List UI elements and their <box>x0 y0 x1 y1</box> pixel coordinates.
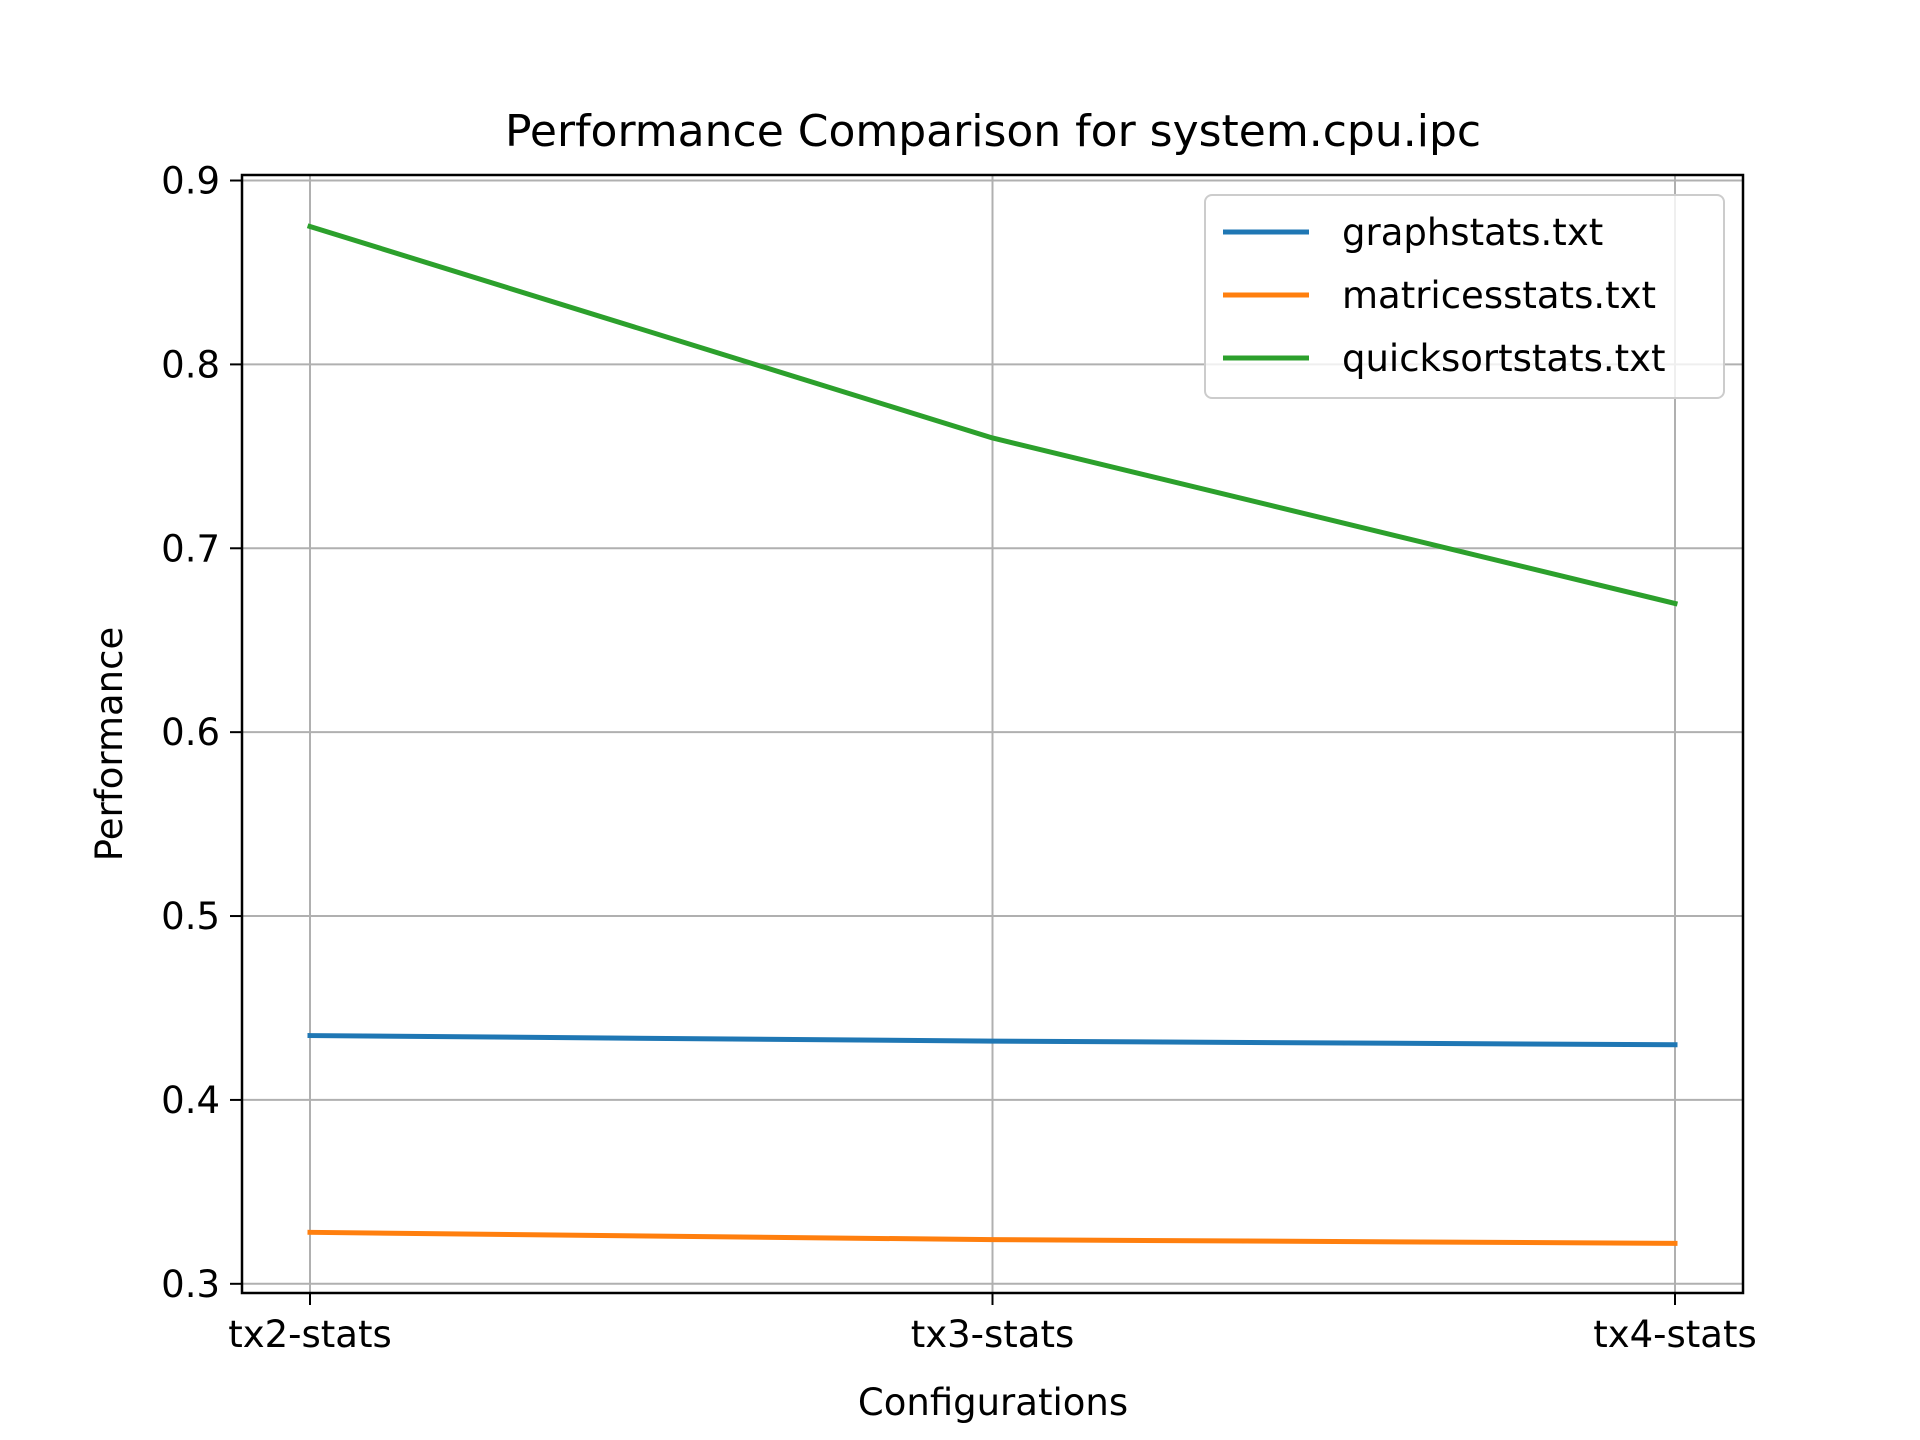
legend-box <box>1204 194 1725 399</box>
y-tick-label: 0.9 <box>161 160 220 203</box>
chart-title: Performance Comparison for system.cpu.ip… <box>505 106 1481 157</box>
y-tick-label: 0.8 <box>161 343 220 386</box>
y-axis-label: Performance <box>88 627 131 861</box>
x-axis-label: Configurations <box>858 1381 1128 1424</box>
y-tick-label: 0.7 <box>161 527 220 570</box>
legend-label: quicksortstats.txt <box>1342 337 1666 380</box>
y-tick-label: 0.4 <box>161 1079 220 1122</box>
y-tick-label: 0.6 <box>161 711 220 754</box>
legend-label: graphstats.txt <box>1342 211 1603 254</box>
legend: graphstats.txt matricesstats.txt quicksort… <box>1204 194 1725 399</box>
y-axis-ticks: 0.3 0.4 0.5 0.6 0.7 0.8 0.9 <box>161 160 242 1306</box>
x-tick-label: tx4-stats <box>1593 1313 1757 1356</box>
y-tick-label: 0.5 <box>161 895 220 938</box>
series-line-quicksortstats <box>306 223 1679 607</box>
legend-label: matricesstats.txt <box>1342 274 1656 317</box>
series-lines <box>306 223 1679 1246</box>
series-line-graphstats <box>307 1033 1678 1048</box>
x-tick-label: tx3-stats <box>911 1313 1075 1356</box>
y-tick-label: 0.3 <box>161 1263 220 1306</box>
x-tick-label: tx2-stats <box>228 1313 392 1356</box>
series-line-matricesstats <box>307 1229 1678 1246</box>
x-axis-ticks: tx2-stats tx3-stats tx4-stats <box>228 1293 1757 1356</box>
